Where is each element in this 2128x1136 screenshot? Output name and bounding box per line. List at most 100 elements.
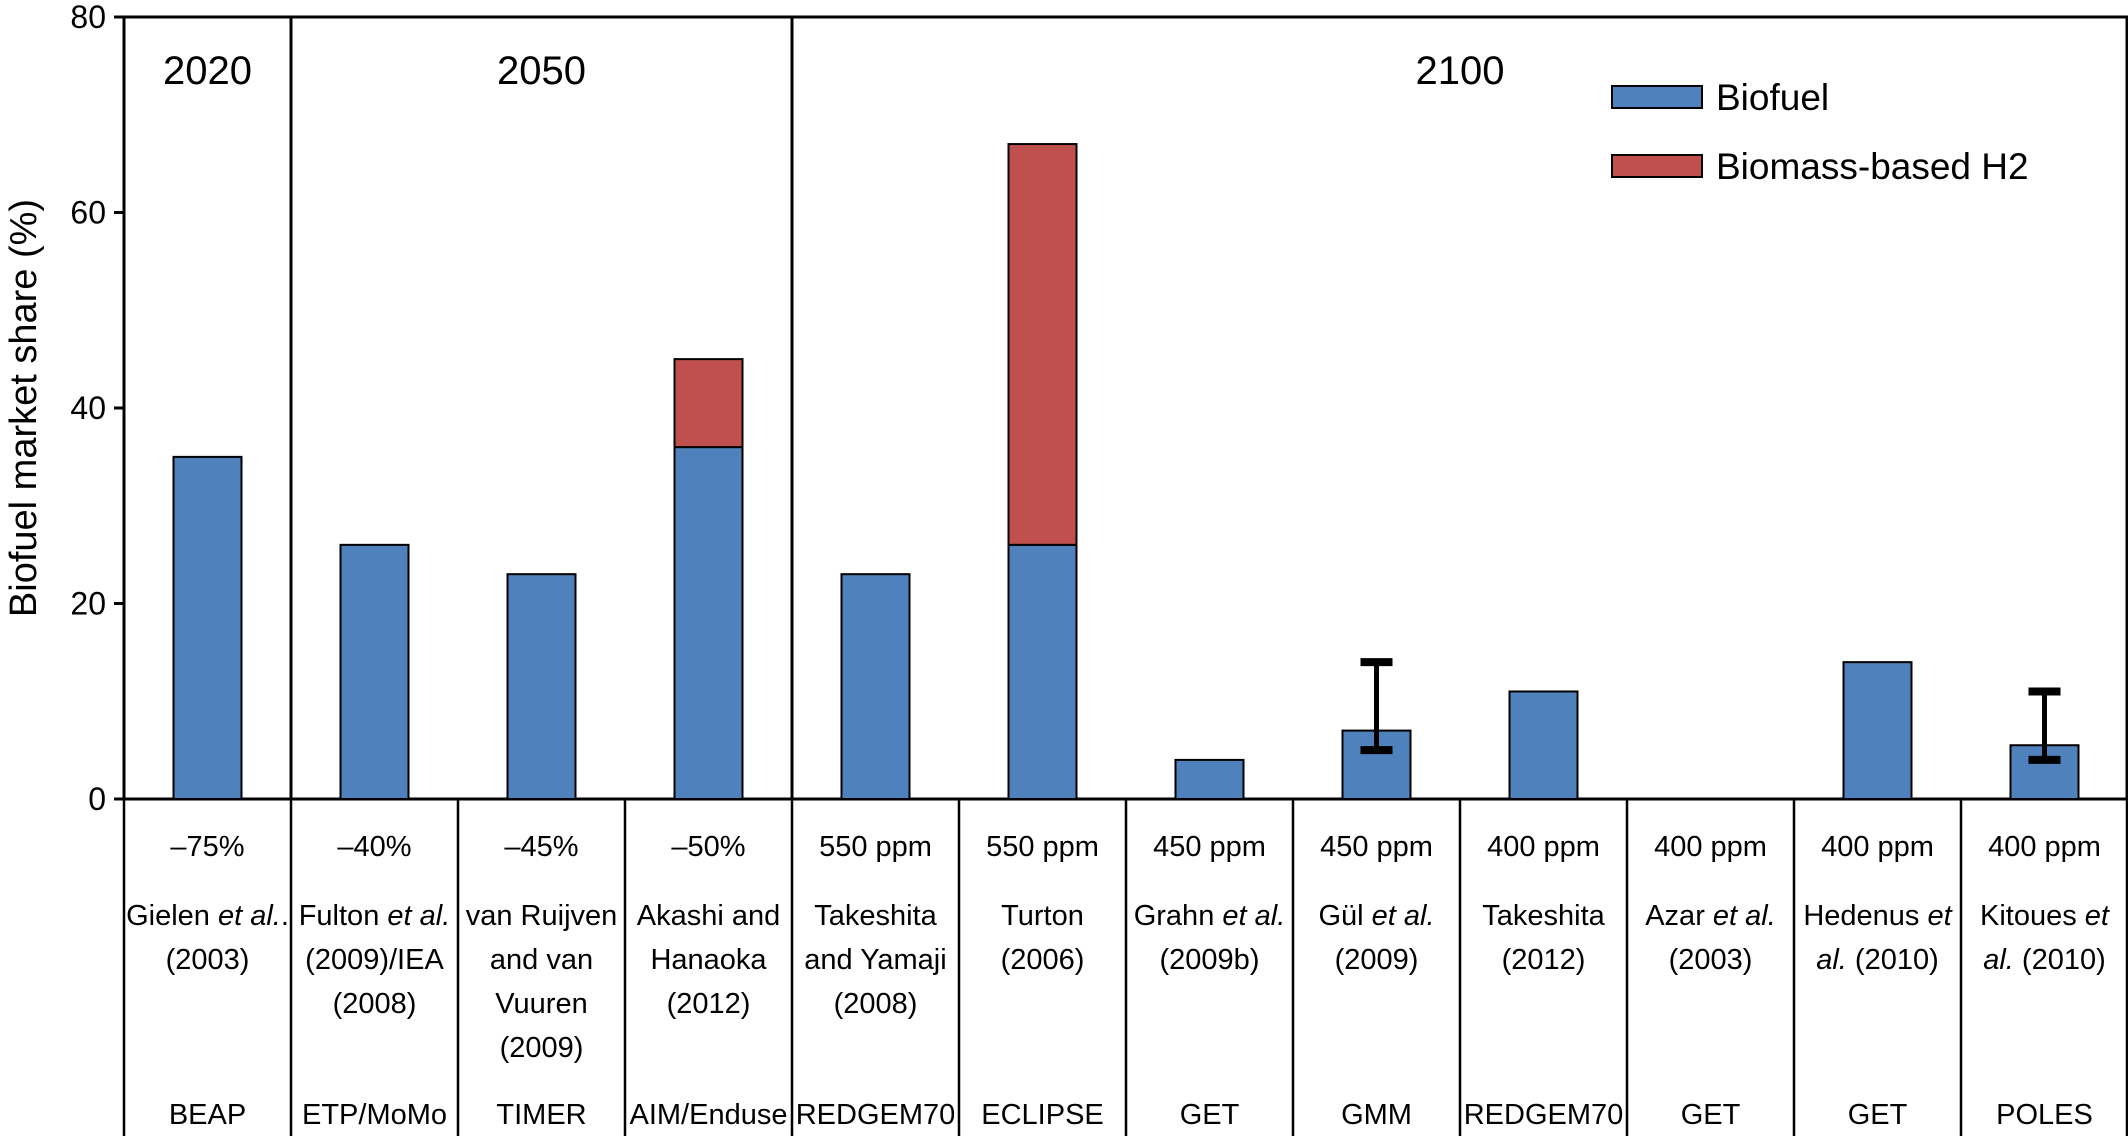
model-label-7: GET [1180,1099,1240,1131]
study-line-11-1: Hedenus et [1803,900,1953,932]
study-line-7-1: Grahn et al. [1134,900,1286,932]
target-label-5: 550 ppm [819,831,932,863]
study-segment: (2009b) [1160,944,1260,976]
study-line-10-2: (2003) [1669,944,1753,976]
study-segment: et al. [387,900,450,932]
bar-h2-4 [673,358,744,449]
period-label-2050: 2050 [497,49,586,93]
study-line-3-3: Vuuren [495,988,587,1020]
model-label-6: ECLIPSE [981,1099,1104,1131]
study-line-4-2: Hanaoka [650,944,767,976]
study-segment: Gielen [126,900,218,932]
bar-biofuel-5 [840,573,911,800]
study-segment: (2003) [1669,944,1753,976]
y-axis-label: Biofuel market share (%) [3,199,45,617]
study-line-8-1: Gül et al. [1318,900,1434,932]
study-segment: Akashi and [637,900,781,932]
study-segment: van Ruijven [466,900,618,932]
study-line-2-2: (2009)/IEA [305,944,444,976]
study-line-2-3: (2008) [333,988,417,1020]
study-line-12-2: al. (2010) [1983,944,2106,976]
target-label-11: 400 ppm [1821,831,1934,863]
study-segment: Takeshita [814,900,937,932]
study-line-9-1: Takeshita [1482,900,1605,932]
study-line-7-2: (2009b) [1160,944,1260,976]
study-line-3-4: (2009) [500,1032,584,1064]
model-label-2: ETP/MoMo [302,1099,447,1131]
bar-biofuel-11 [1842,661,1913,801]
study-segment: Turton [1001,900,1084,932]
model-label-10: GET [1681,1099,1741,1131]
model-label-3: TIMER [496,1099,586,1131]
study-segment: Vuuren [495,988,587,1020]
legend-label-1: Biofuel [1716,77,1829,118]
study-line-6-1: Turton [1001,900,1084,932]
legend: Biofuel Biomass-based H2 [1611,77,2029,187]
study-segment: Hedenus [1803,900,1927,932]
study-line-5-1: Takeshita [814,900,937,932]
study-line-2-1: Fulton et al. [299,900,451,932]
y-tick-label-40: 40 [70,390,106,426]
period-label-2020: 2020 [163,49,252,93]
study-segment: and van [490,944,593,976]
study-segment: et [1927,900,1953,932]
study-segment: . [281,900,289,932]
study-segment: (2012) [667,988,751,1020]
study-line-8-2: (2009) [1335,944,1419,976]
y-tick-label-80: 80 [70,0,106,35]
study-segment: (2009)/IEA [305,944,444,976]
study-line-1-1: Gielen et al.. [126,900,289,932]
target-label-8: 450 ppm [1320,831,1433,863]
legend-swatch-1 [1611,85,1703,109]
bar-biofuel-2 [339,543,410,800]
study-segment: et [2085,900,2111,932]
target-label-6: 550 ppm [986,831,1099,863]
study-segment: (2006) [1001,944,1085,976]
study-line-5-2: and Yamaji [804,944,946,976]
bar-biofuel-3 [506,573,577,800]
study-segment: al. [1816,944,1847,976]
plot-frame [122,15,2128,801]
y-tick-label-60: 60 [70,195,106,231]
error-bars-layer [1360,658,2061,764]
period-label-2100: 2100 [1416,49,1505,93]
target-label-10: 400 ppm [1654,831,1767,863]
study-segment: (2009) [1335,944,1419,976]
target-label-12: 400 ppm [1988,831,2101,863]
study-segment: Grahn [1134,900,1223,932]
study-line-9-2: (2012) [1502,944,1586,976]
axes-layer: 0 20 40 60 80 Biofuel market share (%) [3,0,124,817]
bar-h2-6 [1007,143,1078,546]
study-table: –75% Gielen et al.. (2003) BEAP –40% Fulton e… [122,799,2128,1136]
model-label-4: AIM/Enduse [630,1099,788,1131]
study-line-4-3: (2012) [667,988,751,1020]
period-layer: 2020 2050 2100 [163,17,1504,799]
study-segment: Fulton [299,900,388,932]
study-line-3-2: and van [490,944,593,976]
bar-biofuel-6 [1007,543,1078,800]
study-segment: (2010) [1847,944,1939,976]
study-segment: and Yamaji [804,944,946,976]
study-segment: (2012) [1502,944,1586,976]
study-segment: Azar [1645,900,1713,932]
study-line-3-1: van Ruijven [466,900,618,932]
study-segment: (2010) [2014,944,2106,976]
bar-biofuel-1 [172,455,243,800]
bar-biofuel-4 [673,446,744,800]
study-segment: (2008) [834,988,918,1020]
model-label-11: GET [1848,1099,1908,1131]
study-segment: Gül [1318,900,1371,932]
bar-biofuel-7 [1174,758,1245,801]
plot-border [122,15,2128,801]
target-label-3: –45% [504,831,578,863]
study-segment: Hanaoka [650,944,767,976]
study-line-11-2: al. (2010) [1816,944,1939,976]
study-line-12-1: Kitoues et [1980,900,2111,932]
target-label-1: –75% [170,831,244,863]
y-tick-label-0: 0 [88,781,106,817]
study-segment: al. [1983,944,2014,976]
study-segment: Takeshita [1482,900,1605,932]
model-label-5: REDGEM70 [796,1099,956,1131]
study-line-6-2: (2006) [1001,944,1085,976]
